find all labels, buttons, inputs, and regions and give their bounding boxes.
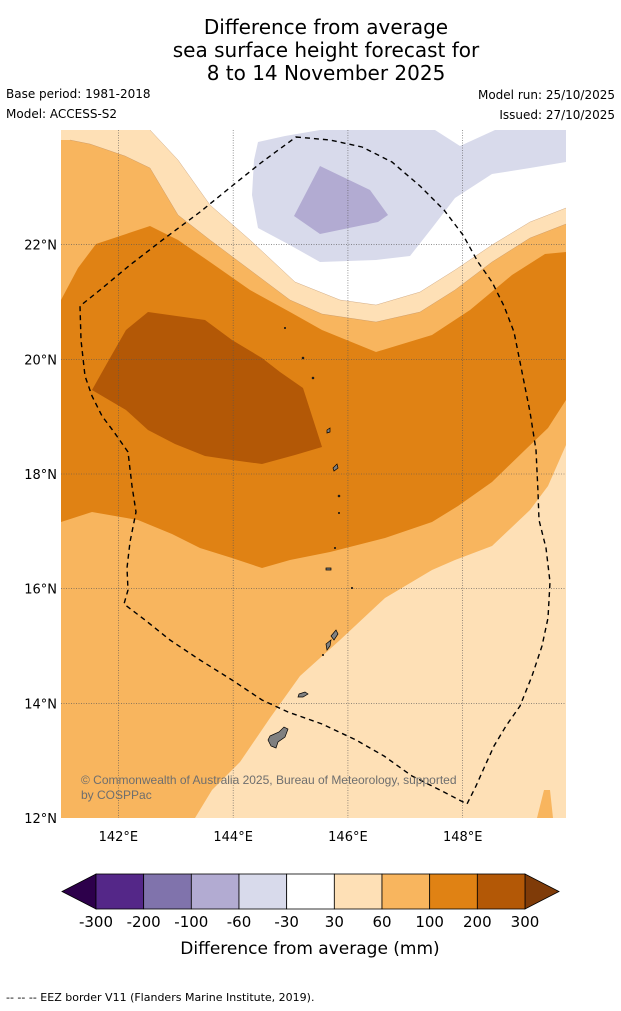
- lat-tick-label: 16°N: [24, 583, 57, 598]
- lat-tick-label: 12°N: [24, 812, 57, 827]
- colorbar-swatch-100_200: [429, 873, 478, 910]
- grid-lines: [61, 130, 566, 818]
- lon-tick-label: 146°E: [328, 830, 368, 845]
- island-dot-8: [321, 653, 325, 657]
- title-line-1: Difference from average: [203, 15, 449, 39]
- copyright-line-1: © Commonwealth of Australia 2025, Bureau…: [81, 773, 457, 787]
- lat-tick-label: 20°N: [24, 353, 57, 368]
- colorbar-swatch--60_-30: [238, 873, 288, 910]
- island-pagan: [332, 463, 339, 472]
- colorbar-swatch--200_-100: [143, 873, 192, 910]
- contour-edges: [69, 130, 566, 323]
- island-dot-3: [283, 326, 287, 330]
- eez-border: [79, 136, 551, 805]
- issued-label: Issued: 27/10/2025: [499, 108, 615, 122]
- colorbar-tick-label: 30: [325, 913, 344, 931]
- colorbar: -300 -200 -100 -60 -30 30 60 100 200 300: [61, 873, 560, 931]
- map-fields: © Commonwealth of Australia 2025, Bureau…: [61, 130, 566, 818]
- lon-tick-label: 144°E: [213, 830, 253, 845]
- island-tinian: [330, 629, 339, 641]
- island-dot-7: [350, 586, 354, 590]
- island-saipan: [325, 639, 332, 651]
- colorbar-tick-label: 200: [463, 913, 492, 931]
- colorbar-extend-high: [524, 873, 560, 910]
- colorbar-swatch-30_60: [333, 873, 383, 910]
- model-run-label: Model run: 25/10/2025: [477, 88, 615, 102]
- colorbar-tick-label: 100: [415, 913, 444, 931]
- base-period-label: Base period: 1981-2018: [6, 87, 151, 101]
- lat-tick-label: 22°N: [24, 239, 57, 254]
- colorbar-tick-label: 300: [511, 913, 540, 931]
- colorbar-swatch--30_30: [286, 873, 335, 910]
- eez-footnote: -- -- -- EEZ border V11 (Flanders Marine…: [6, 991, 315, 1004]
- title-line-3: 8 to 14 November 2025: [206, 61, 446, 85]
- island-dot-6: [333, 546, 337, 550]
- colorbar-swatch--300_-200: [95, 873, 145, 910]
- colorbar-tick-label: -100: [174, 913, 208, 931]
- model-label: Model: ACCESS-S2: [6, 107, 118, 121]
- islands: [267, 326, 354, 749]
- island-agrihan: [326, 427, 331, 434]
- lon-tick-label: 148°E: [443, 830, 483, 845]
- contour-100-200: [61, 226, 566, 568]
- chart-title: Difference from average sea surface heig…: [0, 16, 621, 85]
- island-dot-1: [311, 376, 315, 380]
- island-dot-2: [301, 356, 305, 360]
- island-guam: [267, 726, 289, 749]
- contour-60-100-patch: [537, 790, 553, 818]
- lat-tick-label: 18°N: [24, 468, 57, 483]
- island-rota: [297, 691, 309, 698]
- colorbar-swatch--100_-60: [190, 873, 240, 910]
- colorbar-tick-label: -200: [127, 913, 161, 931]
- colorbar-label: Difference from average (mm): [180, 939, 439, 959]
- colorbar-tick-label: -300: [79, 913, 113, 931]
- copyright-line-2: by COSPPac: [81, 788, 152, 802]
- colorbar-extend-low: [61, 873, 97, 910]
- lon-tick-label: 142°E: [99, 830, 139, 845]
- contour-minus-100-minus-60: [294, 166, 388, 234]
- colorbar-swatch-200_300: [476, 873, 526, 910]
- axis-labels: 142°E 144°E 146°E 148°E 22°N 20°N 18°N 16°N 14°N…: [24, 239, 482, 845]
- colorbar-tick-label: -30: [274, 913, 299, 931]
- colorbar-tick-label: -60: [227, 913, 252, 931]
- title-line-2: sea surface height forecast for: [172, 38, 480, 62]
- colorbar-tick-label: 60: [372, 913, 391, 931]
- contour-200-300: [92, 312, 322, 464]
- lat-tick-label: 14°N: [24, 697, 57, 712]
- colorbar-swatch-60_100: [381, 873, 431, 910]
- island-dot-5: [337, 511, 341, 515]
- island-dot-4: [337, 494, 341, 498]
- island-anatahan: [325, 567, 332, 571]
